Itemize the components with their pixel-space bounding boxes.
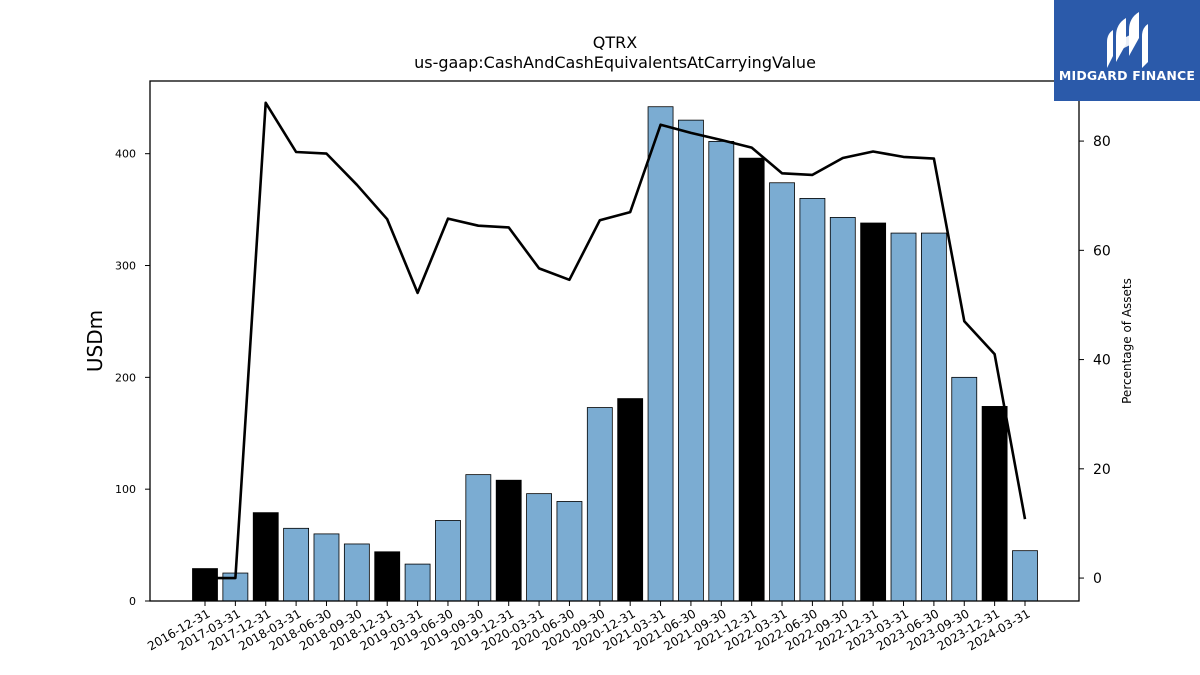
- y2-tick-label: 0: [1093, 571, 1102, 587]
- bar-2018-03-31: [283, 527, 310, 602]
- bar-2018-12-31: [374, 551, 401, 602]
- bar-2022-12-31: [860, 222, 887, 602]
- bar-2020-12-31: [617, 398, 644, 602]
- plot-frame: [149, 80, 1080, 602]
- bar-2023-09-30: [951, 376, 978, 602]
- bar-2023-12-31: [981, 406, 1008, 602]
- bar-2019-03-31: [404, 563, 431, 602]
- y2-axis-label: Percentage of Assets: [1120, 278, 1134, 404]
- bar-2018-09-30: [343, 543, 370, 602]
- bar-2022-03-31: [769, 182, 795, 602]
- y-axis-label: USDm: [83, 310, 107, 372]
- y2-tick-label: 40: [1093, 353, 1111, 369]
- bar-2021-03-31: [647, 106, 674, 602]
- axes: [149, 80, 1080, 602]
- y2-tick-label: 60: [1093, 243, 1111, 259]
- bar-2019-12-31: [495, 479, 522, 602]
- bar-2018-06-30: [313, 533, 340, 602]
- bar-2020-06-30: [556, 501, 583, 602]
- y-tick-label: 300: [115, 260, 136, 273]
- bar-2019-06-30: [435, 520, 461, 602]
- bar-2023-06-30: [920, 232, 947, 602]
- bar-2023-03-31: [890, 232, 917, 602]
- bar-series: [192, 106, 1038, 602]
- bar-2022-06-30: [799, 198, 826, 602]
- bar-2024-03-31: [1012, 550, 1038, 602]
- line-series: [205, 101, 1027, 580]
- percentage-line: [205, 101, 1027, 580]
- bar-2022-09-30: [829, 217, 856, 602]
- y2-tick-label: 80: [1093, 134, 1111, 150]
- y2-tick-label: 20: [1093, 462, 1111, 478]
- midgard-logo-icon: [1107, 12, 1148, 68]
- y2-axis-ticks: 0 20 40 60 80: [1079, 134, 1111, 587]
- chart-subtitle: us-gaap:CashAndCashEquivalentsAtCarrying…: [414, 53, 816, 72]
- bar-2017-12-31: [252, 512, 279, 602]
- bar-2020-09-30: [586, 407, 613, 602]
- y-tick-label: 100: [115, 483, 136, 496]
- bar-2021-09-30: [708, 140, 735, 602]
- bar-2021-06-30: [678, 119, 704, 602]
- x-axis-ticks: 2016-12-312017-03-312017-12-312018-03-31…: [145, 601, 1033, 653]
- bar-2019-09-30: [465, 474, 492, 602]
- bar-2016-12-31: [192, 568, 218, 602]
- bar-2020-03-31: [526, 493, 552, 602]
- chart-title: QTRX: [593, 33, 637, 52]
- y-tick-label: 200: [115, 371, 136, 384]
- bar-2021-12-31: [738, 157, 765, 602]
- brand-logo-text: MIDGARD FINANCE: [1058, 68, 1196, 83]
- y-tick-label: 400: [115, 148, 136, 161]
- y-tick-label: 0: [129, 595, 136, 608]
- y-axis-ticks: 0 100 200 300 400: [115, 148, 150, 608]
- brand-logo: MIDGARD FINANCE: [1054, 0, 1200, 101]
